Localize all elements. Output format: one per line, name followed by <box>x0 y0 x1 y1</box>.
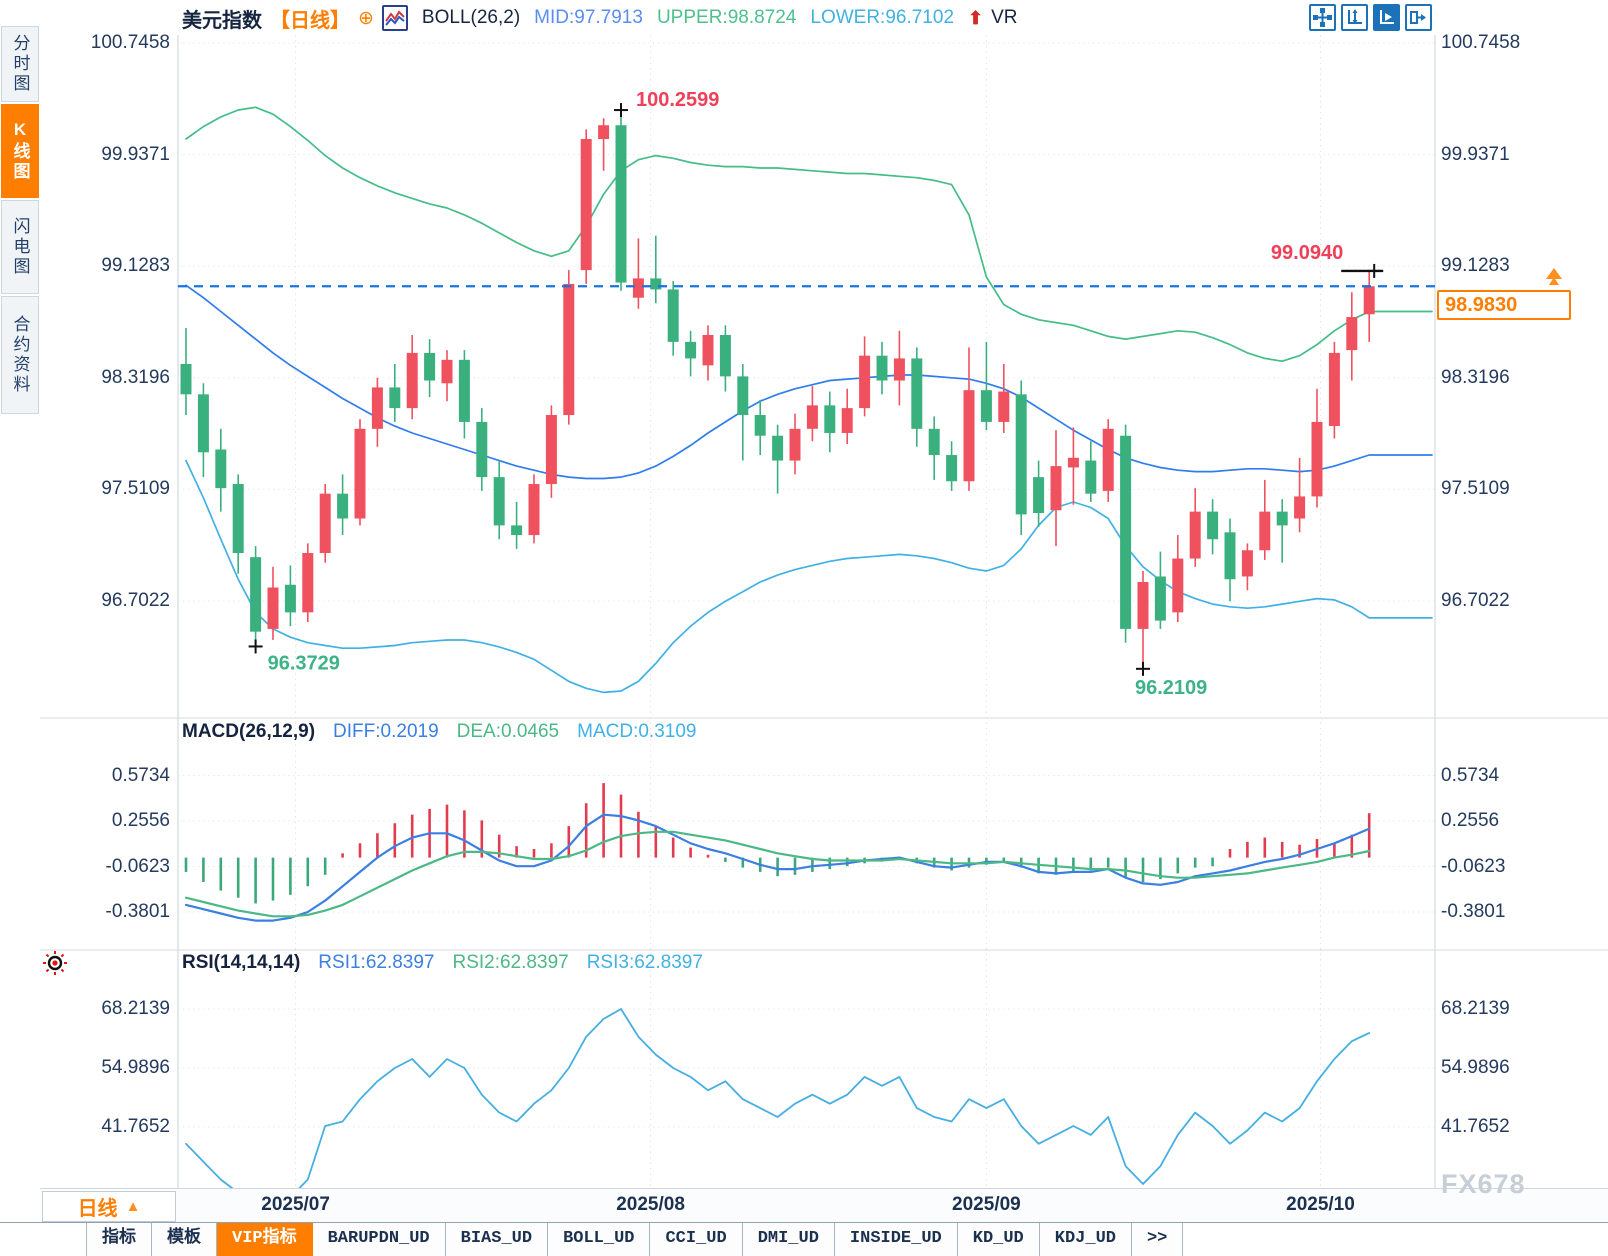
y-axis-label: 0.5734 <box>1441 764 1500 786</box>
sidebar-item-label: 闪电图 <box>10 217 30 277</box>
chart-type-icon[interactable] <box>381 5 408 31</box>
alert-sun-icon[interactable] <box>42 950 68 976</box>
y-axis-label: 99.9371 <box>101 143 170 165</box>
bottom-tab-VIP指标[interactable]: VIP指标 <box>217 1223 313 1256</box>
x-axis-label: 2025/09 <box>952 1194 1021 1215</box>
bottom-tab-CCI_UD[interactable]: CCI_UD <box>650 1223 743 1256</box>
rsi3-value: RSI3:62.8397 <box>586 952 703 973</box>
vr-label: VR <box>991 7 1018 28</box>
bottom-tab-INSIDE_UD[interactable]: INSIDE_UD <box>834 1223 958 1256</box>
pan-icon[interactable] <box>1309 4 1336 31</box>
caret-up-icon: ▲ <box>125 1198 141 1215</box>
candles-layer <box>180 110 1375 669</box>
bottom-tab-模板[interactable]: 模板 <box>152 1223 217 1256</box>
macd-header: MACD(26,12,9) DIFF:0.2019 DEA:0.0465 MAC… <box>182 721 696 743</box>
x-axis-label: 2025/08 <box>616 1194 685 1215</box>
y-axis-label: 99.1283 <box>101 255 170 277</box>
y-axis-label: 98.3196 <box>1441 366 1510 388</box>
x-axis-strip: 日线 ▲ <box>40 1188 1608 1223</box>
chart-toolbar <box>1309 4 1432 31</box>
y-axis-label: 99.1283 <box>1441 255 1510 277</box>
macd-dea-value: DEA:0.0465 <box>456 721 560 742</box>
sidebar-item-contract-info[interactable]: 合约资料 <box>1 296 39 414</box>
collapse-right-icon[interactable] <box>1405 4 1432 31</box>
period-tag: 【日线】 <box>270 9 350 32</box>
y-axis-label: 0.2556 <box>111 810 170 831</box>
boll-lower-value: LOWER:96.7102 <box>810 7 955 28</box>
gridlines-layer <box>40 35 1608 1188</box>
svg-text:99.0940: 99.0940 <box>1271 242 1343 264</box>
watermark: FX678 <box>1441 1169 1526 1199</box>
y-axis-label: 0.2556 <box>1441 810 1500 831</box>
macd-diff-value: DIFF:0.2019 <box>333 721 439 742</box>
svg-text:96.3729: 96.3729 <box>268 652 340 674</box>
y-axis-label: 99.9371 <box>1441 143 1510 165</box>
bottom-tab-BARUPDN_UD[interactable]: BARUPDN_UD <box>312 1223 446 1256</box>
bottom-tab-KD_UD[interactable]: KD_UD <box>957 1223 1040 1256</box>
svg-text:100.2599: 100.2599 <box>636 89 719 111</box>
indicator-name: BOLL(26,2) <box>421 7 521 28</box>
tabbar-spacer <box>0 1223 87 1256</box>
sidebar-item-label: 合约资料 <box>10 315 30 395</box>
x-axis-label: 2025/07 <box>261 1194 330 1215</box>
y-axis-label: -0.3801 <box>105 901 170 923</box>
sidebar-item-label: K线图 <box>10 120 30 182</box>
macd-macd-value: MACD:0.3109 <box>577 721 697 742</box>
bottom-tab-KDJ_UD[interactable]: KDJ_UD <box>1039 1223 1132 1256</box>
y-axis-label: 68.2139 <box>101 998 170 1019</box>
y-axis-label: 100.7458 <box>90 32 170 53</box>
bottom-tab-DMI_UD[interactable]: DMI_UD <box>742 1223 835 1256</box>
y-axis-label: 41.7652 <box>1441 1116 1510 1137</box>
boll-upper-value: UPPER:98.8724 <box>656 7 797 28</box>
y-axis-label: -0.3801 <box>1441 901 1506 923</box>
indicator-tabbar: 指标 模板 VIP指标 BARUPDN_UD BIAS_UD BOLL_UD CCI_UD D… <box>0 1222 1608 1256</box>
sidebar-item-label: 分时图 <box>10 34 30 94</box>
boll-mid-value: MID:97.7913 <box>534 7 643 28</box>
rsi2-value: RSI2:62.8397 <box>452 952 569 973</box>
y-axis-label: 54.9896 <box>1441 1057 1510 1078</box>
x-axis-label: 2025/10 <box>1286 1194 1355 1215</box>
axis-scale-icon[interactable] <box>1341 4 1368 31</box>
bottom-tab-BIAS_UD[interactable]: BIAS_UD <box>445 1223 549 1256</box>
y-axis-label: 68.2139 <box>1441 998 1510 1019</box>
price-up-arrow-icon-2 <box>1549 277 1559 285</box>
circle-plus-icon[interactable]: ⊕ <box>358 7 374 29</box>
y-axis-label: 0.5734 <box>111 764 170 786</box>
sidebar-item-timeline-chart[interactable]: 分时图 <box>1 26 39 102</box>
y-axis-label: 97.5109 <box>1441 478 1510 500</box>
period-selector-button[interactable]: 日线 ▲ <box>42 1191 176 1222</box>
annotations-layer: 100.2599 96.3729 96.2109 99.0940 <box>248 89 1384 699</box>
bollinger-bands-layer <box>185 106 1433 694</box>
up-arrow-icon: ⬆ <box>968 7 984 28</box>
axis-auto-icon[interactable] <box>1373 4 1400 31</box>
sidebar-item-flash-chart[interactable]: 闪电图 <box>1 200 39 294</box>
bottom-tab-BOLL_UD[interactable]: BOLL_UD <box>548 1223 651 1256</box>
y-axis-label: 100.7458 <box>1441 32 1521 53</box>
price-up-arrow-icon <box>1546 268 1562 279</box>
rsi-header: RSI(14,14,14) RSI1:62.8397 RSI2:62.8397 … <box>182 952 703 974</box>
chart-header: 美元指数 【日线】 ⊕ BOLL(26,2) MID:97.7913 UPPER… <box>182 3 1018 33</box>
y-axis-label: 98.3196 <box>101 366 170 388</box>
y-axis-label: 97.5109 <box>101 478 170 500</box>
svg-text:96.2109: 96.2109 <box>1135 677 1207 699</box>
bottom-tab->>[interactable]: >> <box>1131 1223 1184 1256</box>
bottom-tab-指标[interactable]: 指标 <box>87 1223 152 1256</box>
y-axis-label: 41.7652 <box>101 1116 170 1137</box>
y-axis-label: 96.7022 <box>1441 590 1510 612</box>
current-price-badge: 98.9830 <box>1437 290 1571 320</box>
y-axis-label: -0.0623 <box>105 855 170 877</box>
rsi-name: RSI(14,14,14) <box>182 952 301 973</box>
macd-name: MACD(26,12,9) <box>182 721 316 742</box>
rsi1-value: RSI1:62.8397 <box>318 952 435 973</box>
y-axis-label: 96.7022 <box>101 590 170 612</box>
sidebar-item-candle-chart[interactable]: K线图 <box>1 104 39 198</box>
rsi-layer <box>185 1008 1371 1203</box>
y-axis-label: 54.9896 <box>101 1057 170 1078</box>
period-selector-label: 日线 <box>77 1198 118 1220</box>
macd-layer <box>184 783 1371 922</box>
y-axis-label: -0.0623 <box>1441 855 1506 877</box>
symbol-title: 美元指数 <box>182 9 262 32</box>
